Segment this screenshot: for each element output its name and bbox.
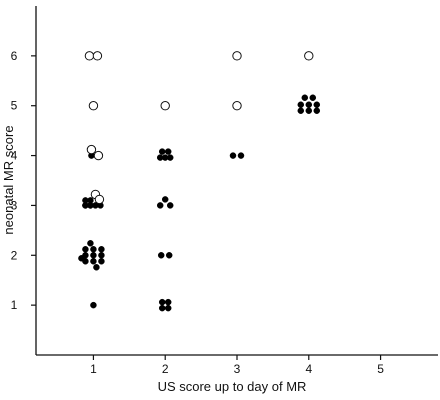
filled-point: [301, 94, 309, 101]
filled-point: [166, 154, 174, 161]
open-point: [92, 51, 103, 61]
open-point: [88, 101, 99, 111]
filled-point: [313, 101, 321, 108]
filled-point: [82, 246, 89, 253]
x-tick-label: 3: [234, 362, 241, 376]
filled-point: [90, 246, 97, 253]
filled-point: [229, 152, 237, 159]
filled-point: [78, 255, 85, 262]
y-axis-title: neonatal MR score: [1, 125, 16, 234]
filled-point: [297, 107, 305, 114]
open-point: [86, 144, 97, 155]
open-point: [94, 194, 105, 205]
filled-point: [305, 107, 313, 114]
filled-point: [87, 240, 94, 247]
filled-point: [98, 252, 105, 259]
filled-point: [313, 107, 321, 114]
filled-point: [90, 252, 97, 259]
ticks: 1 2 3 4 5 1 2 3 4 5 6: [11, 49, 385, 376]
filled-point: [237, 152, 245, 159]
filled-point: [98, 258, 105, 265]
x-tick-label: 5: [377, 362, 384, 376]
filled-point: [166, 202, 174, 209]
filled-point: [90, 301, 97, 309]
data-points: [78, 51, 321, 312]
open-point: [84, 51, 95, 61]
filled-point: [158, 148, 166, 155]
x-tick-label: 1: [90, 362, 97, 376]
y-tick-label: 1: [11, 298, 18, 312]
filled-point: [98, 246, 105, 253]
filled-point: [305, 101, 313, 108]
filled-point: [87, 202, 94, 209]
filled-point: [309, 94, 317, 101]
filled-point: [164, 304, 172, 312]
filled-point: [158, 298, 166, 306]
x-tick-label: 4: [305, 362, 312, 376]
open-point: [93, 150, 104, 161]
y-tick-label: 6: [11, 49, 18, 63]
filled-point: [158, 304, 166, 312]
filled-point: [297, 101, 305, 108]
y-tick-label: 3: [11, 198, 18, 212]
filled-point: [165, 252, 173, 259]
y-tick-label: 5: [11, 99, 18, 113]
filled-point: [90, 258, 97, 265]
open-point: [232, 101, 242, 111]
open-point: [160, 101, 170, 111]
filled-point: [157, 252, 165, 259]
filled-point: [93, 264, 100, 271]
filled-point: [164, 298, 172, 306]
open-point: [232, 51, 242, 61]
filled-point: [156, 202, 164, 209]
y-tick-label: 2: [11, 248, 18, 262]
open-point: [304, 51, 314, 61]
x-axis-title: US score up to day of MR: [158, 379, 307, 394]
y-tick-label: 4: [11, 149, 18, 163]
filled-point: [164, 148, 172, 155]
filled-point: [161, 196, 169, 203]
x-tick-label: 2: [162, 362, 169, 376]
